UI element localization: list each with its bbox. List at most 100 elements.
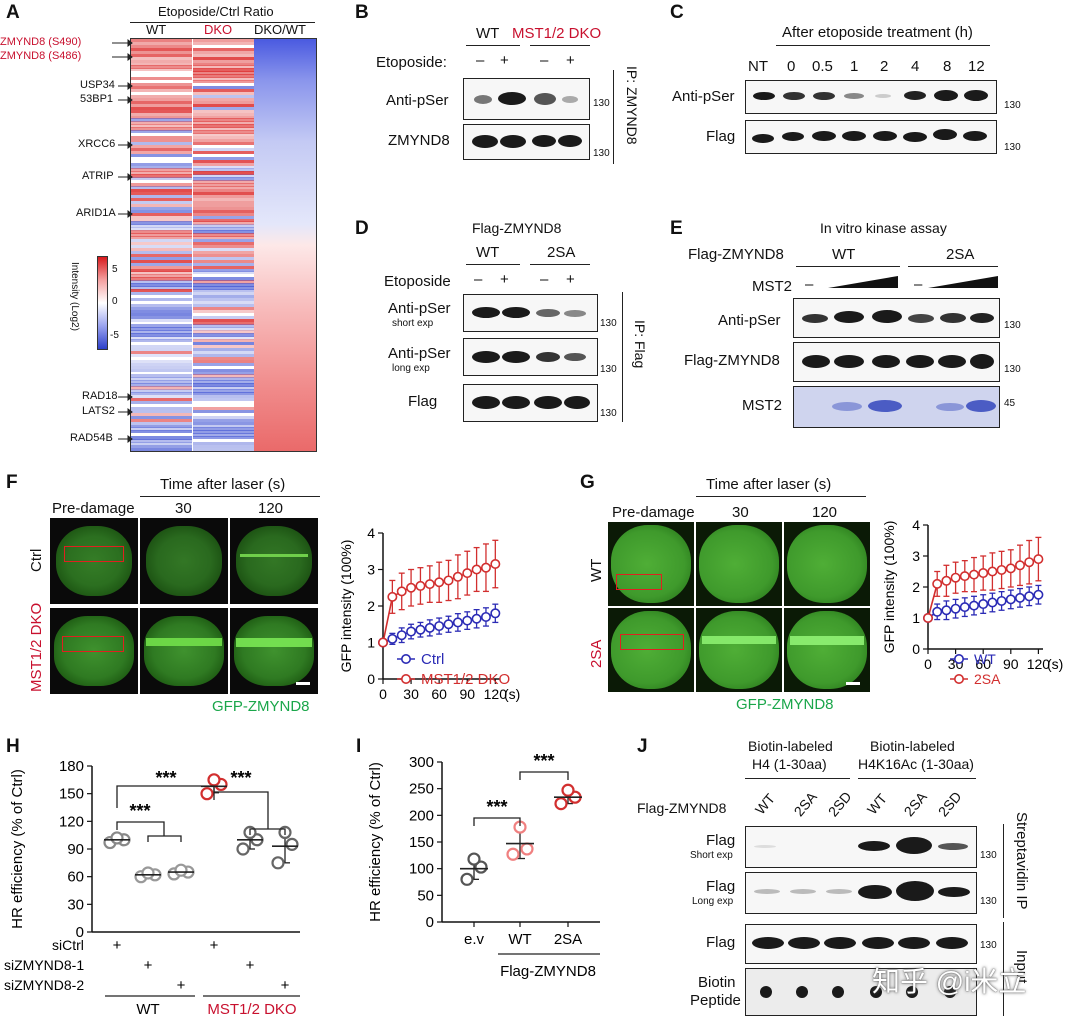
panel-label-i: I xyxy=(356,736,362,757)
c-title-underline xyxy=(776,45,990,46)
j-lane-4: WT xyxy=(863,790,891,818)
panel-label-f: F xyxy=(6,472,18,493)
y-tick-label: 4 xyxy=(367,525,375,541)
j-blot-short xyxy=(745,826,977,868)
data-point xyxy=(443,619,454,630)
heatmap xyxy=(130,38,317,452)
d-group-wt: WT xyxy=(476,244,500,261)
j-input-bracket xyxy=(1003,922,1004,1016)
b-marker-2: 130 xyxy=(593,148,610,159)
row-label-sizmynd8-1: siZMYND8-1 xyxy=(4,957,84,973)
data-point xyxy=(996,595,1007,606)
c-lane-05: 0.5 xyxy=(812,58,833,75)
legend-marker xyxy=(401,654,412,665)
data-point xyxy=(561,783,575,797)
b-lane-2: + xyxy=(500,52,509,69)
b-etoposide-label: Etoposide: xyxy=(376,54,447,71)
colorbar xyxy=(97,256,108,350)
j-row-sub-2: Long exp xyxy=(692,896,734,907)
gene-label-zmynd8-s486: ZMYND8 (S486) xyxy=(0,50,82,62)
f-image-ctrl-30 xyxy=(140,518,228,604)
y-tick-label: 1 xyxy=(367,635,375,651)
d-blot-flag xyxy=(463,384,598,422)
x-tick-label: 120 xyxy=(1027,656,1051,672)
data-point xyxy=(406,582,417,593)
c-blot-flag xyxy=(745,120,997,154)
bracket-dko-high xyxy=(213,791,269,829)
c-lane-4: 4 xyxy=(911,58,920,75)
d-underline-2sa xyxy=(530,264,590,265)
data-point xyxy=(490,559,501,570)
legend-label: Ctrl xyxy=(421,651,444,668)
data-point xyxy=(1033,554,1044,565)
j-lane-2: 2SA xyxy=(790,788,820,820)
e-blot-mst2-coomassie xyxy=(793,386,1000,428)
legend-label: WT xyxy=(974,651,996,667)
y-tick-label: 90 xyxy=(67,841,84,858)
j-row-sub-1: Short exp xyxy=(690,850,733,861)
data-point xyxy=(941,575,952,586)
b-underline-dko xyxy=(530,45,590,46)
data-point xyxy=(950,572,961,583)
significance-stars: *** xyxy=(129,801,150,821)
data-point xyxy=(922,613,933,624)
significance-stars: *** xyxy=(155,768,176,788)
b-lane-3: – xyxy=(540,52,549,69)
y-tick-label: 4 xyxy=(912,517,920,533)
data-point xyxy=(1005,594,1016,605)
e-mst2-label: MST2 xyxy=(752,278,793,295)
c-marker-2: 130 xyxy=(1004,142,1021,153)
y-tick-label: 3 xyxy=(912,548,920,564)
colorbar-title: Intensity (Log2) xyxy=(69,262,80,331)
d-row-label-3: Flag xyxy=(408,393,438,410)
x-tick-label: 90 xyxy=(459,686,475,702)
y-tick-label: 50 xyxy=(417,887,434,904)
plus-sign: + xyxy=(177,977,186,994)
j-row-label-4b: Peptide xyxy=(690,992,741,1009)
e-group-2sa: 2SA xyxy=(946,246,975,263)
significance-stars: *** xyxy=(230,768,251,788)
data-point xyxy=(207,773,221,787)
j-lane-1: WT xyxy=(751,790,779,818)
y-tick-label: 250 xyxy=(409,781,434,798)
y-tick-label: 60 xyxy=(67,869,84,886)
c-lane-nt: NT xyxy=(748,58,768,75)
e-blot-flag xyxy=(793,342,1000,382)
data-point xyxy=(506,847,520,861)
data-point xyxy=(434,621,445,632)
d-row-label-1: Anti-pSer xyxy=(388,300,451,317)
data-point xyxy=(978,599,989,610)
data-point xyxy=(141,866,155,880)
data-point xyxy=(474,860,488,874)
group-label-dko: MST1/2 DKO xyxy=(207,1001,296,1018)
e-row-label-mst2: MST2 xyxy=(742,397,783,414)
gene-label-rad54b: RAD54B xyxy=(70,432,113,444)
g-image-2sa-30 xyxy=(696,608,782,692)
x-tick-label: 90 xyxy=(1003,656,1019,672)
d-ip-label: IP: Flag xyxy=(632,320,648,369)
d-blot-pser-long xyxy=(463,338,598,376)
gene-label-53bp1: 53BP1 xyxy=(80,93,114,105)
data-point xyxy=(452,571,463,582)
gene-label-rad18: RAD18 xyxy=(82,390,118,402)
legend-label: 2SA xyxy=(974,671,1001,687)
data-point xyxy=(554,796,568,811)
colorbar-tick-neg5: -5 xyxy=(110,330,119,341)
data-point xyxy=(932,606,943,617)
panel-label-j: J xyxy=(637,736,648,757)
heatmap-title: Etoposide/Ctrl Ratio xyxy=(158,4,274,19)
j-marker-2: 130 xyxy=(980,896,997,907)
significance-stars: *** xyxy=(486,797,507,817)
c-lane-8: 8 xyxy=(943,58,952,75)
j-marker-1: 130 xyxy=(980,850,997,861)
j-row-label-4a: Biotin xyxy=(698,974,736,991)
data-point xyxy=(110,831,124,845)
y-tick-label: 120 xyxy=(59,813,84,830)
f-time-title: Time after laser (s) xyxy=(160,476,286,493)
b-row-label-pser: Anti-pSer xyxy=(386,92,449,109)
f-row-ctrl: Ctrl xyxy=(28,548,45,572)
j-row-label-1: Flag xyxy=(706,832,736,849)
bracket-ev-wt xyxy=(473,817,521,826)
data-point xyxy=(462,568,473,579)
